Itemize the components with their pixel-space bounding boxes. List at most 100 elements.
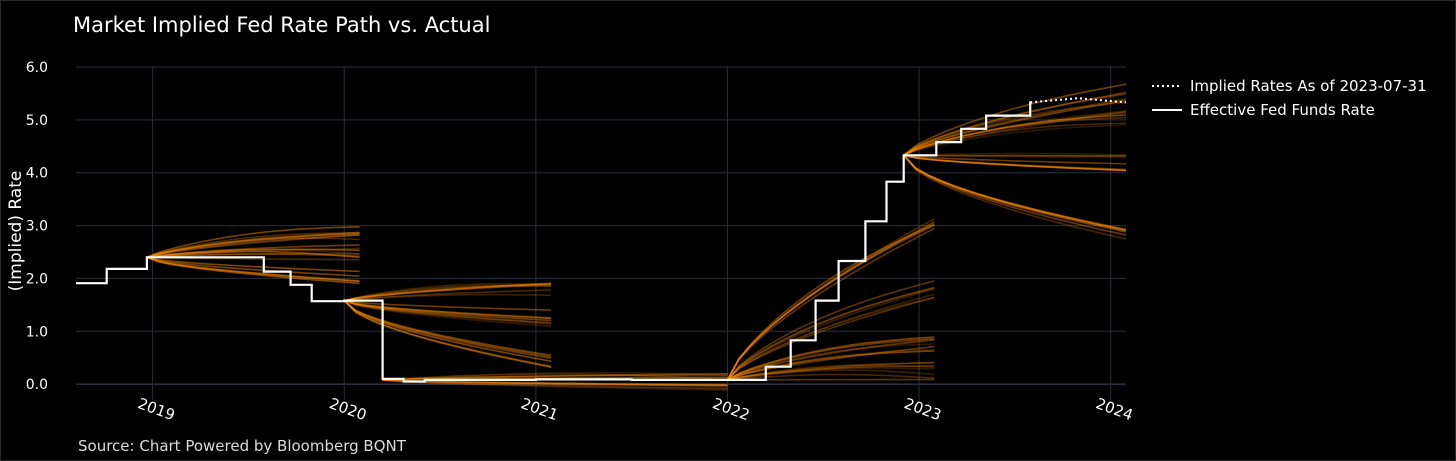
implied-path-line xyxy=(727,336,935,381)
implied-path-line xyxy=(727,361,935,381)
implied-path-line xyxy=(726,227,935,381)
implied-path-line xyxy=(382,379,728,386)
implied-path-line xyxy=(343,300,552,362)
x-tick-label: 2019 xyxy=(135,394,177,424)
implied-path-line xyxy=(903,154,1126,157)
implied-path-line xyxy=(344,282,552,302)
implied-path-line xyxy=(903,154,1127,172)
implied-path-line xyxy=(903,154,1127,172)
implied-path-line xyxy=(903,154,1127,236)
implied-path-line xyxy=(344,283,552,302)
implied-path-line xyxy=(903,154,1127,171)
implied-path-line xyxy=(343,299,552,319)
implied-path-line xyxy=(382,379,728,390)
implied-path-line xyxy=(343,299,552,322)
implied-path-line xyxy=(146,233,360,259)
implied-path-line xyxy=(727,348,935,381)
implied-path-line xyxy=(146,256,360,285)
implied-path-line xyxy=(727,350,935,381)
implied-path-line xyxy=(382,379,728,387)
implied-path-line xyxy=(726,287,935,381)
implied-path-line xyxy=(146,234,360,259)
implied-path-line xyxy=(727,339,935,381)
implied-path-line xyxy=(726,223,935,381)
implied-path-line xyxy=(382,379,728,391)
implied-path-line xyxy=(146,248,360,259)
implied-path-line xyxy=(382,371,728,381)
implied-path-line xyxy=(903,83,1127,156)
implied-path-line xyxy=(146,256,360,272)
implied-path-line xyxy=(382,379,728,386)
implied-path-line xyxy=(146,234,360,259)
implied-rates-line xyxy=(1030,97,1127,104)
implied-path-line xyxy=(343,299,552,320)
y-tick-label: 6.0 xyxy=(26,60,48,76)
x-tick-label: 2020 xyxy=(327,394,369,424)
implied-path-line xyxy=(903,154,1127,165)
x-tick-label: 2021 xyxy=(519,394,561,424)
implied-path-line xyxy=(903,154,1127,158)
implied-path-line xyxy=(903,154,1127,236)
implied-path-line xyxy=(343,300,552,369)
legend-item-implied[interactable]: Implied Rates As of 2023-07-31 xyxy=(1152,74,1427,98)
implied-path-line xyxy=(727,365,935,381)
implied-path-line xyxy=(726,221,935,381)
implied-path-line xyxy=(146,256,360,273)
legend-swatch-solid xyxy=(1152,109,1182,111)
y-tick-label: 0.0 xyxy=(26,377,48,393)
implied-path-line xyxy=(146,250,360,259)
implied-path-line xyxy=(146,244,360,259)
x-tick-label: 2023 xyxy=(902,394,944,424)
y-tick-label: 5.0 xyxy=(26,113,48,129)
implied-path-line xyxy=(726,223,935,381)
legend-item-effective[interactable]: Effective Fed Funds Rate xyxy=(1152,98,1427,122)
chart-title: Market Implied Fed Rate Path vs. Actual xyxy=(73,13,491,37)
legend-swatch-dotted xyxy=(1152,85,1182,87)
effective-rate-line xyxy=(76,101,1033,383)
implied-path-line xyxy=(146,256,360,277)
implied-path-line xyxy=(146,237,360,259)
implied-path-line xyxy=(903,154,1127,233)
implied-path-line xyxy=(727,373,935,381)
implied-path-line xyxy=(903,154,1127,231)
implied-path-line xyxy=(903,154,1127,231)
y-tick-label: 3.0 xyxy=(26,219,48,235)
implied-path-line xyxy=(726,296,935,381)
implied-path-line xyxy=(727,343,935,381)
implied-path-line xyxy=(726,296,935,381)
implied-path-line xyxy=(726,293,935,381)
y-tick-label: 2.0 xyxy=(26,271,48,287)
implied-path-line xyxy=(903,154,1127,232)
implied-path-line xyxy=(344,289,552,302)
implied-path-line xyxy=(727,369,935,381)
implied-path-line xyxy=(146,256,360,282)
implied-path-line xyxy=(726,225,935,381)
implied-path-line xyxy=(903,154,1127,172)
implied-path-line xyxy=(726,280,935,381)
implied-path-line xyxy=(726,286,935,381)
legend[interactable]: Implied Rates As of 2023-07-31 Effective… xyxy=(1152,74,1427,122)
y-tick-label: 4.0 xyxy=(26,166,48,182)
implied-path-line xyxy=(382,373,728,381)
chart-source: Source: Chart Powered by Bloomberg BQNT xyxy=(78,437,406,455)
x-tick-label: 2024 xyxy=(1093,394,1135,424)
implied-path-line xyxy=(726,288,935,381)
implied-path-line xyxy=(903,101,1127,156)
implied-path-line xyxy=(146,231,360,259)
implied-path-line xyxy=(343,300,552,367)
implied-path-line xyxy=(903,99,1127,156)
implied-path-line xyxy=(344,284,552,302)
implied-path-line xyxy=(343,299,552,319)
implied-path-line xyxy=(146,253,360,259)
implied-path-line xyxy=(343,299,552,327)
implied-path-line xyxy=(146,248,360,259)
implied-path-line xyxy=(344,282,552,302)
implied-path-line xyxy=(382,373,728,381)
implied-path-line xyxy=(903,154,1127,231)
implied-path-line xyxy=(727,338,935,381)
implied-path-line xyxy=(146,256,360,283)
implied-path-line xyxy=(343,299,552,325)
implied-path-line xyxy=(726,223,935,381)
implied-path-line xyxy=(903,152,1127,157)
